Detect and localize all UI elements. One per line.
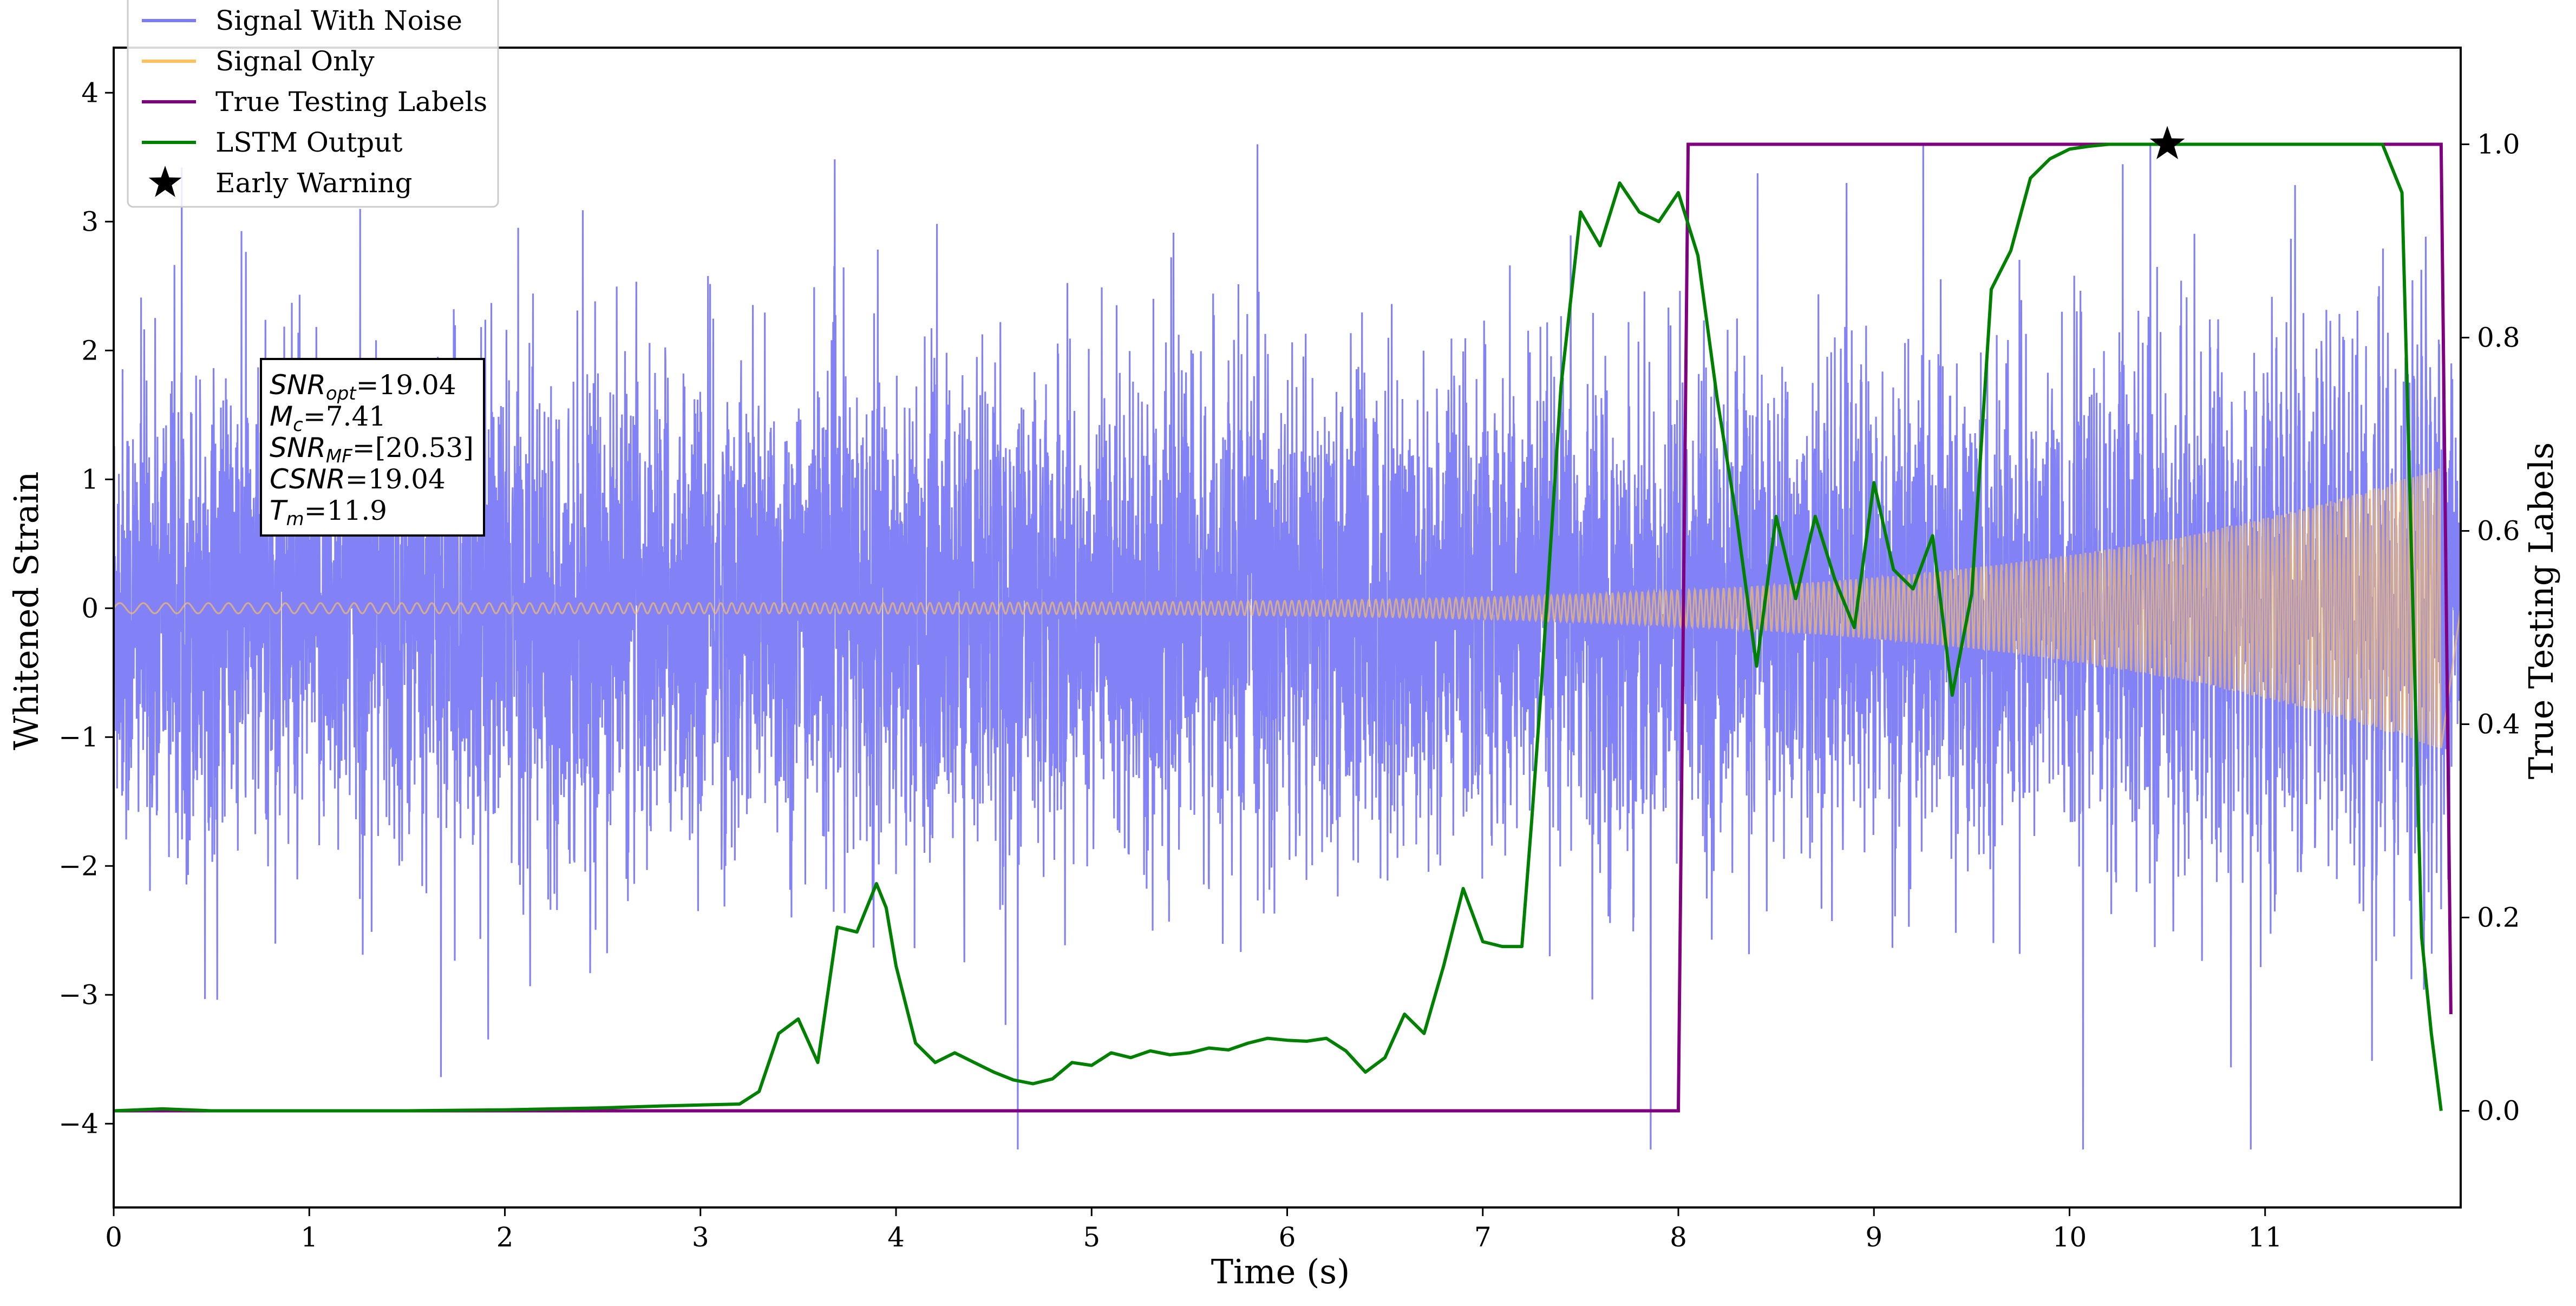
y-axis-label: Whitened Strain <box>6 472 46 750</box>
x-tick-label: 7 <box>1474 1222 1492 1253</box>
legend-entry-label: True Testing Labels <box>215 86 487 117</box>
y2-tick-label: 0.6 <box>2477 515 2520 547</box>
y2-tick-label: 0.4 <box>2477 709 2520 740</box>
x-tick-label: 11 <box>2248 1222 2283 1253</box>
early-warning-star <box>2149 126 2185 159</box>
x-tick-label: 4 <box>887 1222 905 1253</box>
ticks: 0 1 2 3 4 5 6 7 8 9 10 11 −4 −3 −2 −1 0 1 2 3 4 0.0 0.2 0.4 0.6 0… <box>58 77 2520 1253</box>
legend-entry-label: Signal Only <box>215 45 375 77</box>
info-box: SNRopt=19.04Mc=7.41SNRMF=[20.53]CSNR=19.… <box>260 358 485 537</box>
series-true-testing-labels <box>114 142 2453 1113</box>
y-tick-label: −1 <box>58 721 99 753</box>
plot-area <box>114 142 2461 1150</box>
x-tick-label: 5 <box>1083 1222 1100 1253</box>
legend-star-marker <box>148 166 182 197</box>
y2-tick-label: 1.0 <box>2477 129 2520 160</box>
series-signal-with-noise <box>114 144 2461 1150</box>
x-tick-label: 6 <box>1279 1222 1296 1253</box>
x-tick-label: 3 <box>692 1222 709 1253</box>
x-tick-label: 2 <box>496 1222 514 1253</box>
x-tick-label: 10 <box>2052 1222 2087 1253</box>
series-signal-only <box>114 468 2461 748</box>
info-box-line: SNRMF=[20.53] <box>270 432 474 467</box>
x-tick-label: 0 <box>105 1222 122 1253</box>
y-tick-label: 0 <box>81 592 99 624</box>
y-tick-label: 3 <box>81 206 99 237</box>
x-tick-label: 9 <box>1865 1222 1882 1253</box>
y-tick-label: −2 <box>58 850 99 881</box>
info-box-line: SNRopt=19.04 <box>270 369 456 404</box>
y-tick-label: 2 <box>81 335 99 366</box>
info-box-line: CSNR=19.04 <box>270 463 446 495</box>
legend: Signal With Noise Signal Only True Testing… <box>127 0 499 208</box>
x-tick-label: 8 <box>1670 1222 1687 1253</box>
y2-tick-label: 0.0 <box>2477 1095 2520 1127</box>
y-tick-label: 4 <box>81 77 99 108</box>
legend-entry-label: Early Warning <box>215 167 413 199</box>
info-box-line: Mc=7.41 <box>270 401 386 436</box>
y2-tick-label: 0.2 <box>2477 902 2520 933</box>
legend-entry-label: LSTM Output <box>215 127 402 158</box>
x-tick-label: 1 <box>300 1222 318 1253</box>
x-axis-label: Time (s) <box>1211 1252 1350 1291</box>
series-lstm-output <box>114 142 2443 1113</box>
y2-axis-label: True Testing Labels <box>2521 442 2561 780</box>
legend-entry-label: Signal With Noise <box>215 5 462 36</box>
info-box-line: Tm=11.9 <box>270 495 387 530</box>
y2-tick-label: 0.8 <box>2477 322 2520 354</box>
y-tick-label: 1 <box>81 463 99 495</box>
y-tick-label: −3 <box>58 979 99 1010</box>
y-tick-label: −4 <box>58 1108 99 1139</box>
